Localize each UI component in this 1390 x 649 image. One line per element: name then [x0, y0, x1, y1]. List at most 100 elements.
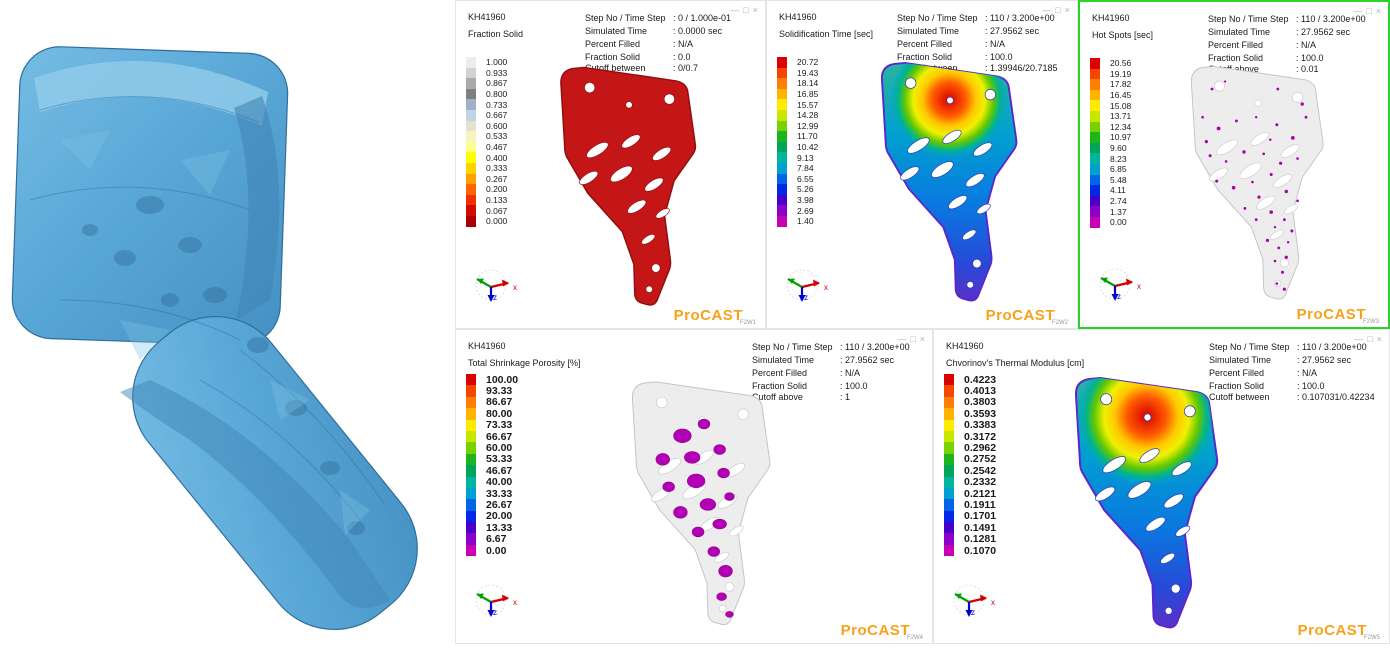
result-window[interactable]: — □ × KH41960 Fraction Solid Step No / T… — [455, 0, 766, 329]
scale-value: 16.85 — [797, 89, 819, 100]
scale-row: 19.19 — [1090, 68, 1131, 80]
result-model-view[interactable] — [1046, 372, 1251, 634]
quantity-label: Total Shrinkage Porosity [%] — [468, 358, 581, 368]
maximize-icon[interactable]: □ — [743, 5, 749, 15]
scale-value: 6.85 — [1110, 164, 1127, 175]
maximize-icon[interactable]: □ — [1055, 5, 1061, 15]
scale-swatch — [466, 162, 476, 174]
close-icon[interactable]: × — [919, 334, 925, 344]
scale-swatch — [466, 205, 476, 216]
scale-row: 0.4223 — [944, 374, 996, 386]
scale-swatch — [466, 173, 476, 185]
info-value: : N/A — [1297, 368, 1318, 378]
scale-swatch — [1090, 132, 1100, 143]
maximize-icon[interactable]: □ — [910, 334, 916, 344]
scale-row: 93.33 — [466, 385, 518, 397]
scale-value: 0.400 — [486, 152, 508, 163]
minimize-icon[interactable]: — — [1354, 334, 1364, 344]
minimize-icon[interactable]: — — [1042, 5, 1052, 15]
result-info-block: Step No / Time Step: 0 / 1.000e-01 Simula… — [585, 13, 757, 73]
scale-row: 0.267 — [466, 173, 507, 185]
info-label: Step No / Time Step — [752, 342, 833, 352]
scale-swatch — [944, 522, 954, 534]
info-row: Fraction Solid: 100.0 — [1209, 381, 1381, 392]
part-number: KH41960 — [779, 12, 817, 22]
z-axis-label: z — [971, 608, 975, 617]
scale-swatch — [777, 88, 787, 100]
scale-swatch — [777, 162, 787, 174]
close-icon[interactable]: × — [1064, 5, 1070, 15]
scale-row: 15.57 — [777, 99, 818, 110]
scale-value: 0.3172 — [964, 430, 997, 443]
scale-swatch — [1090, 206, 1100, 217]
info-value: : N/A — [985, 39, 1006, 49]
info-row: Percent Filled: N/A — [1208, 40, 1380, 53]
scale-row: 0.667 — [466, 109, 508, 121]
scale-swatch — [1090, 58, 1100, 69]
scale-row: 0.733 — [466, 99, 507, 110]
info-label: Percent Filled — [1209, 368, 1265, 378]
result-model-view[interactable] — [604, 376, 802, 631]
scale-swatch — [466, 131, 476, 142]
scale-value: 80.00 — [486, 407, 513, 420]
scale-swatch — [944, 544, 954, 557]
minimize-icon[interactable]: — — [1353, 6, 1363, 16]
maximize-icon[interactable]: □ — [1367, 334, 1373, 344]
result-window[interactable]: — □ × KH41960 Chvorinov's Thermal Modulu… — [933, 329, 1390, 644]
scale-value: 66.67 — [486, 430, 513, 443]
close-icon[interactable]: × — [752, 5, 758, 15]
scale-row: 0.067 — [466, 205, 507, 216]
scale-value: 0.333 — [486, 163, 508, 174]
minimize-icon[interactable]: — — [897, 334, 907, 344]
scale-swatch — [944, 419, 954, 431]
result-window[interactable]: — □ × KH41960 Solidification Time [sec] … — [766, 0, 1078, 329]
scale-value: 0.800 — [486, 89, 508, 100]
scale-swatch — [466, 465, 476, 477]
scale-row: 0.400 — [466, 152, 507, 163]
scale-value: 40.00 — [486, 476, 513, 489]
info-label: Percent Filled — [897, 39, 953, 49]
info-label: Percent Filled — [752, 368, 808, 378]
scale-swatch — [1090, 100, 1100, 111]
scale-value: 0.533 — [486, 131, 508, 142]
scale-value: 8.23 — [1110, 153, 1127, 164]
scale-value: 7.84 — [797, 163, 814, 174]
minimize-icon[interactable]: — — [730, 5, 740, 15]
scale-swatch — [466, 99, 476, 110]
scale-swatch — [466, 453, 476, 466]
scale-swatch — [466, 184, 476, 195]
part-geometry-view[interactable] — [0, 0, 455, 644]
scale-swatch — [466, 499, 476, 511]
scale-value: 0.667 — [486, 110, 508, 121]
result-model-view[interactable] — [534, 59, 726, 314]
scale-row: 60.00 — [466, 442, 518, 454]
scale-swatch — [1090, 68, 1100, 80]
procast-logo: ProCASTF2W4 — [841, 622, 926, 641]
scale-value: 4.11 — [1110, 185, 1126, 196]
scale-swatch — [944, 465, 954, 477]
info-value: : 1.39946/20.7185 — [985, 62, 1058, 73]
scale-value: 20.72 — [797, 57, 819, 68]
info-row: Fraction Solid: 100.0 — [1208, 53, 1380, 64]
result-model-view[interactable] — [1165, 58, 1353, 308]
result-3d-model — [560, 66, 697, 306]
result-window[interactable]: — □ × KH41960 Hot Spots [sec] Step No / … — [1078, 0, 1390, 329]
scale-swatch — [466, 120, 476, 132]
result-window[interactable]: — □ × KH41960 Total Shrinkage Porosity [… — [455, 329, 933, 644]
scale-swatch — [466, 57, 476, 68]
scale-value: 20.56 — [1110, 58, 1132, 69]
scale-row: 15.08 — [1090, 100, 1131, 111]
scale-value: 73.33 — [486, 419, 513, 432]
scale-swatch — [466, 67, 476, 79]
quantity-label: Solidification Time [sec] — [779, 29, 874, 39]
scale-swatch — [466, 522, 476, 534]
result-3d-model — [880, 61, 1018, 302]
close-icon[interactable]: × — [1376, 334, 1382, 344]
scale-row: 14.28 — [777, 109, 818, 121]
maximize-icon[interactable]: □ — [1366, 6, 1372, 16]
close-icon[interactable]: × — [1375, 6, 1381, 16]
result-model-view[interactable] — [855, 53, 1047, 311]
info-value: : 0.0 — [673, 52, 691, 62]
scale-swatch — [466, 152, 476, 163]
scale-row: 53.33 — [466, 453, 518, 466]
